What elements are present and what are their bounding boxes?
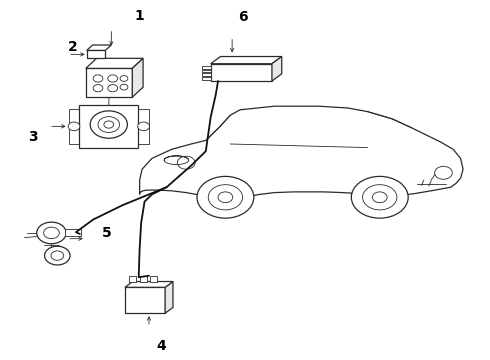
Text: 5: 5: [102, 226, 112, 240]
Circle shape: [108, 85, 118, 92]
Polygon shape: [140, 106, 463, 197]
Polygon shape: [272, 57, 282, 81]
Circle shape: [45, 246, 70, 265]
Bar: [65, 229, 81, 236]
Circle shape: [435, 166, 452, 179]
Polygon shape: [138, 109, 149, 144]
Text: 4: 4: [157, 339, 167, 353]
Bar: [150, 276, 157, 282]
Circle shape: [138, 122, 149, 131]
Polygon shape: [87, 45, 111, 50]
Circle shape: [68, 122, 80, 131]
Circle shape: [120, 76, 128, 81]
Text: 2: 2: [68, 40, 77, 54]
Bar: [211, 64, 272, 81]
Polygon shape: [211, 57, 282, 64]
Circle shape: [44, 227, 59, 239]
Circle shape: [197, 176, 254, 218]
Bar: [140, 276, 147, 282]
Bar: [202, 73, 211, 76]
Bar: [202, 66, 211, 69]
Polygon shape: [165, 282, 173, 313]
Polygon shape: [86, 58, 143, 68]
Circle shape: [363, 185, 397, 210]
Polygon shape: [125, 282, 173, 287]
Bar: [125, 287, 165, 313]
Circle shape: [218, 192, 233, 203]
Bar: [129, 276, 136, 282]
Circle shape: [37, 222, 66, 244]
Circle shape: [51, 251, 64, 260]
Circle shape: [104, 121, 114, 128]
Circle shape: [98, 117, 120, 132]
Circle shape: [108, 75, 118, 82]
Circle shape: [90, 111, 127, 138]
Circle shape: [93, 75, 103, 82]
Polygon shape: [132, 58, 143, 97]
Text: 6: 6: [238, 10, 247, 24]
Polygon shape: [69, 109, 79, 144]
Circle shape: [120, 84, 128, 90]
Circle shape: [208, 185, 243, 210]
Bar: [87, 50, 105, 58]
Text: 1: 1: [135, 9, 145, 23]
Bar: [79, 105, 138, 148]
Bar: [202, 70, 211, 72]
Text: 3: 3: [28, 130, 38, 144]
Bar: [86, 68, 132, 97]
Circle shape: [351, 176, 408, 218]
Circle shape: [372, 192, 387, 203]
Bar: [202, 77, 211, 80]
Circle shape: [93, 85, 103, 92]
